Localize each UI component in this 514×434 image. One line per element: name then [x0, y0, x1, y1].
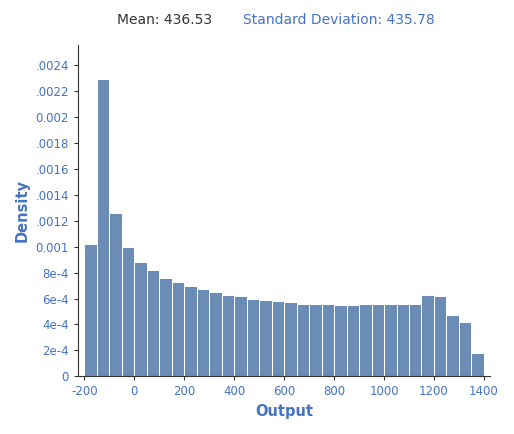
- Bar: [147, 270, 159, 376]
- Bar: [409, 304, 421, 376]
- Bar: [297, 304, 309, 376]
- Bar: [159, 278, 172, 376]
- Bar: [434, 296, 447, 376]
- Bar: [372, 304, 384, 376]
- Bar: [396, 304, 409, 376]
- Bar: [197, 289, 209, 376]
- Bar: [421, 295, 434, 376]
- Bar: [471, 353, 484, 376]
- Bar: [447, 316, 459, 376]
- Bar: [284, 302, 297, 376]
- Text: Mean: 436.53: Mean: 436.53: [117, 13, 212, 27]
- Bar: [184, 286, 197, 376]
- Bar: [359, 304, 372, 376]
- Bar: [84, 244, 97, 376]
- Y-axis label: Density: Density: [15, 179, 30, 243]
- Bar: [109, 213, 122, 376]
- Bar: [334, 305, 346, 376]
- Bar: [459, 322, 471, 376]
- Bar: [271, 301, 284, 376]
- X-axis label: Output: Output: [255, 404, 313, 419]
- Bar: [209, 292, 222, 376]
- Bar: [234, 296, 247, 376]
- Bar: [346, 305, 359, 376]
- Bar: [97, 79, 109, 376]
- Bar: [384, 304, 396, 376]
- Bar: [122, 247, 134, 376]
- Bar: [222, 295, 234, 376]
- Bar: [172, 282, 184, 376]
- Bar: [322, 304, 334, 376]
- Text: Standard Deviation: 435.78: Standard Deviation: 435.78: [243, 13, 435, 27]
- Bar: [134, 262, 147, 376]
- Bar: [247, 299, 259, 376]
- Bar: [309, 304, 322, 376]
- Bar: [259, 300, 271, 376]
